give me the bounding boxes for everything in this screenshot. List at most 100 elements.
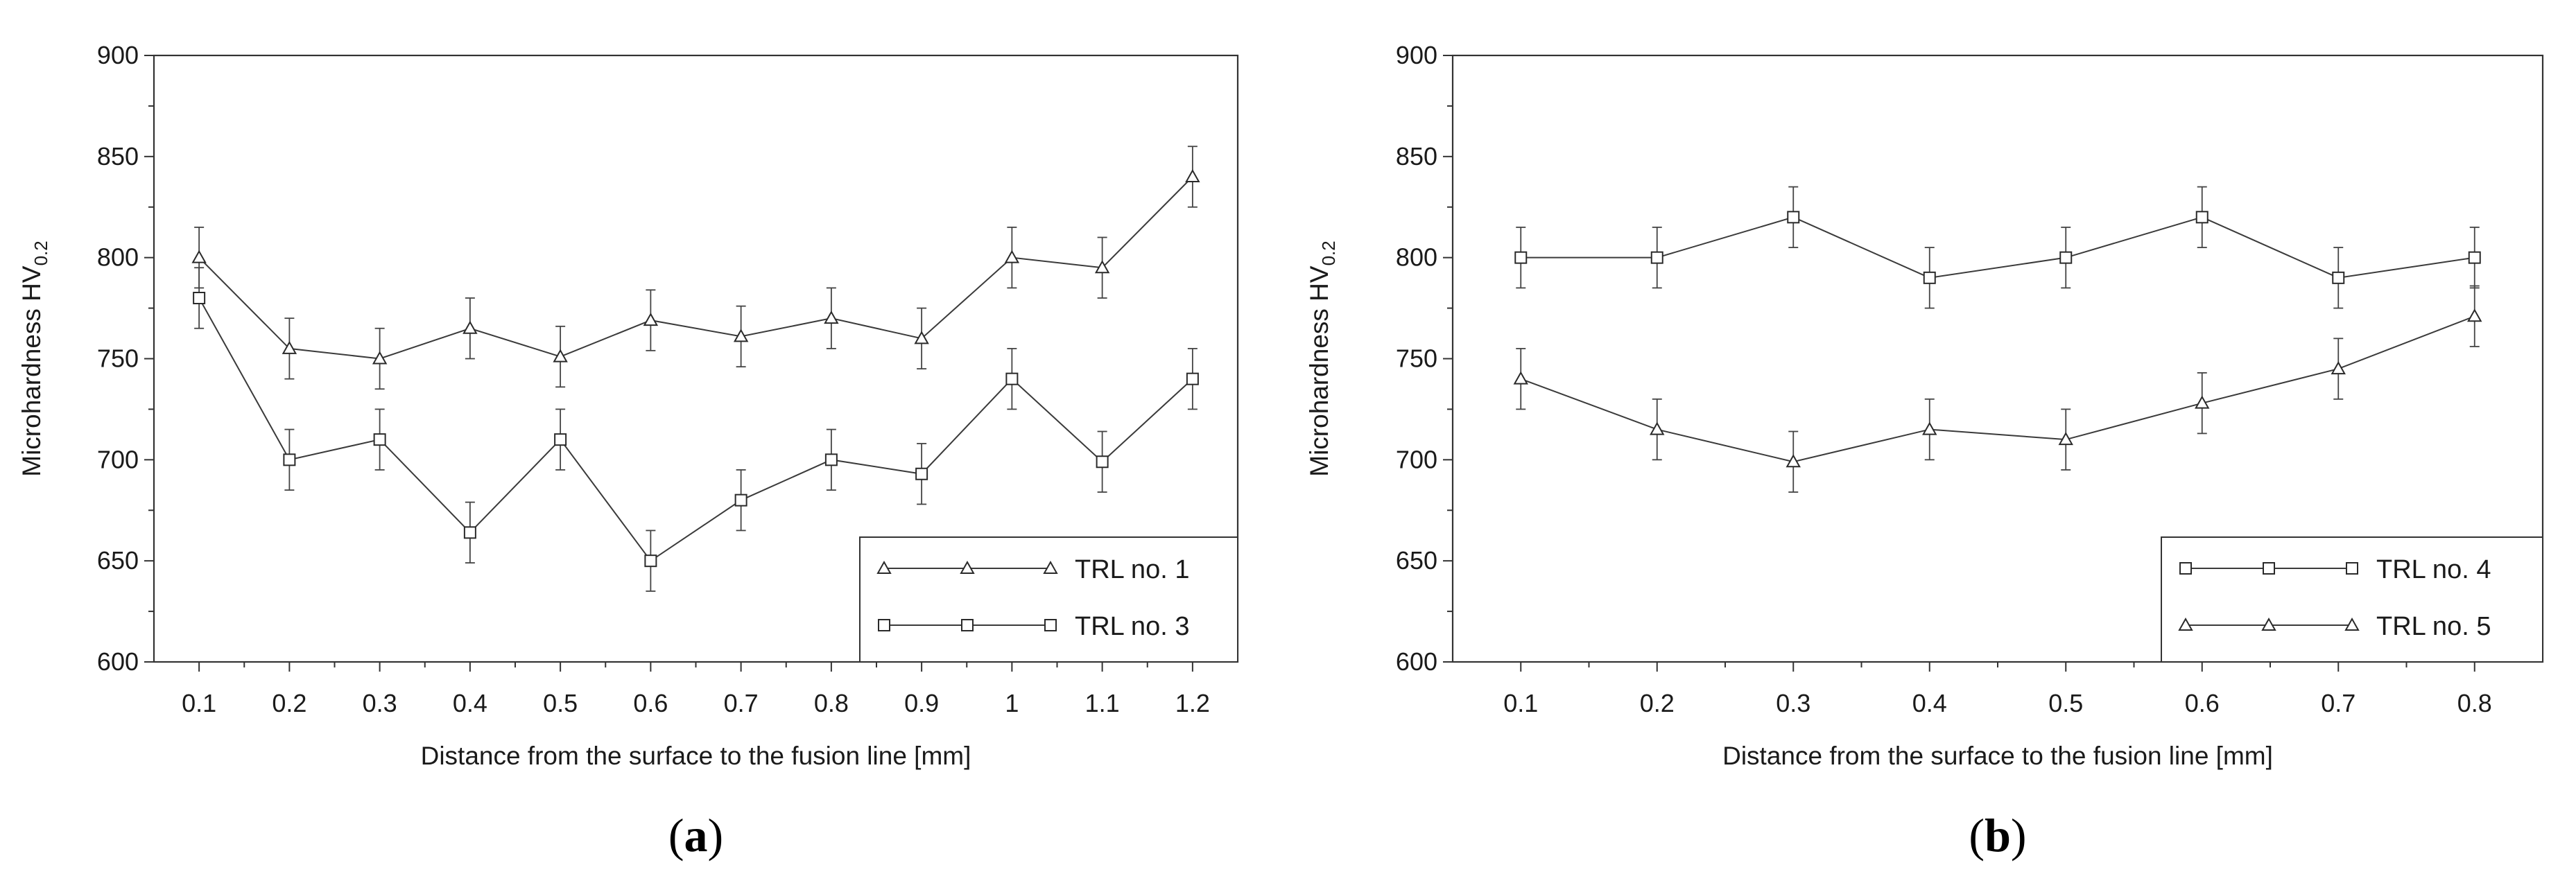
data-point (1004, 250, 1020, 263)
y-tick-label: 800 (1396, 243, 1437, 272)
data-point (1922, 421, 1937, 435)
data-point (824, 311, 839, 324)
panel-label-letter: b (1985, 809, 2011, 862)
x-tick-label: 1.2 (1175, 689, 1210, 717)
legend-marker (2261, 617, 2276, 631)
data-point (914, 331, 929, 344)
legend-label: TRL no. 4 (2376, 555, 2491, 584)
y-tick-label: 750 (1396, 344, 1437, 373)
y-axis-title-subscript: 0.2 (1318, 241, 1339, 265)
data-point (1005, 372, 1019, 385)
x-tick-label: 1.1 (1085, 689, 1120, 717)
x-axis-title: Distance from the surface to the fusion … (1722, 742, 2273, 770)
chart-a-svg: 600 650 700 750 800 850 900 0.1 0.2 0.3 0.4 0.5 0.6 0… (17, 41, 1239, 862)
data-point (1650, 251, 1663, 264)
y-axis-title: Microhardness HV0.2 (17, 241, 51, 477)
panel-label: (b) (1969, 809, 2026, 862)
x-tick-label: 0.7 (2321, 689, 2355, 717)
legend-marker (876, 560, 892, 574)
data-point (283, 453, 296, 466)
data-point (2058, 432, 2073, 446)
x-tick-label: 0.2 (272, 689, 306, 717)
y-tick-label: 850 (97, 142, 139, 171)
x-tick-label: 0.1 (182, 689, 216, 717)
data-point (1094, 260, 1110, 274)
series-2 (1513, 285, 2482, 493)
y-tick-label: 650 (1396, 546, 1437, 575)
y-tick-label: 600 (97, 647, 139, 676)
y-tick-label: 700 (1396, 445, 1437, 473)
data-point (373, 433, 386, 446)
data-point (2195, 395, 2210, 409)
y-tick-label: 800 (97, 243, 139, 272)
data-point (1787, 211, 1800, 224)
data-point (554, 433, 567, 446)
legend-marker (961, 619, 974, 631)
panel-label-open-paren: ( (668, 809, 684, 862)
y-tick-label: 750 (97, 344, 139, 373)
legend-marker (878, 619, 890, 631)
data-point (1096, 455, 1109, 469)
legend-marker (2346, 562, 2358, 575)
panel-label: (a) (668, 809, 723, 862)
legend-marker (2263, 562, 2275, 575)
data-point (191, 250, 207, 263)
legend-marker (960, 560, 975, 574)
data-point (644, 554, 657, 568)
x-tick-label: 0.8 (2457, 689, 2492, 717)
data-point (1514, 251, 1528, 264)
x-tick-label: 0.5 (2048, 689, 2083, 717)
y-tick-label: 900 (1396, 41, 1437, 69)
legend-marker (1044, 619, 1057, 631)
data-point (1186, 372, 1199, 385)
panel-label-close-paren: ) (708, 809, 724, 862)
data-point (282, 340, 297, 354)
data-point (193, 292, 206, 304)
data-point (915, 467, 928, 480)
x-tick-label: 0.7 (724, 689, 759, 717)
series-1 (191, 146, 1200, 390)
x-tick-label: 0.8 (814, 689, 849, 717)
legend-label: TRL no. 1 (1075, 555, 1189, 584)
chart-panel-a: 600 650 700 750 800 850 900 0.1 0.2 0.3 0.4 0.5 0.6 0… (17, 41, 1239, 862)
y-tick-label: 600 (1396, 647, 1437, 676)
data-point (2467, 308, 2482, 322)
x-tick-label: 0.5 (543, 689, 578, 717)
y-tick-label: 700 (97, 445, 139, 473)
data-point (2468, 251, 2481, 264)
data-point (1650, 421, 1665, 435)
x-tick-label: 0.1 (1503, 689, 1538, 717)
panel-label-letter: a (684, 809, 708, 862)
chart-b-svg: 600 650 700 750 800 850 900 0.1 0.2 0.3 0.4 0.5 0.6 0… (1305, 41, 2544, 862)
x-tick-label: 0.6 (2185, 689, 2220, 717)
legend: TRL no. 1 TRL no. 3 (859, 536, 1238, 663)
x-tick-label: 0.9 (904, 689, 939, 717)
data-point (733, 329, 749, 342)
data-point (1923, 271, 1936, 284)
data-point (553, 349, 568, 362)
data-point (643, 313, 659, 326)
legend-label: TRL no. 3 (1075, 612, 1189, 641)
panel-label-open-paren: ( (1969, 809, 1985, 862)
legend-marker (2179, 562, 2192, 575)
legend: TRL no. 4 TRL no. 5 (2161, 536, 2543, 663)
y-tick-label: 900 (97, 41, 139, 69)
y-axis-title-main: Microhardness HV (17, 265, 46, 477)
y-tick-label: 650 (97, 546, 139, 575)
series-line (198, 176, 1193, 360)
legend-box (859, 536, 1238, 663)
data-point (1513, 371, 1528, 385)
series-2 (193, 267, 1199, 592)
x-tick-label: 0.4 (453, 689, 487, 717)
data-point (2331, 361, 2346, 375)
y-axis-title-main: Microhardness HV (1305, 265, 1333, 477)
series-line (1520, 315, 2475, 463)
x-tick-label: 0.2 (1640, 689, 1675, 717)
y-axis-title: Microhardness HV0.2 (1305, 241, 1339, 477)
data-point (2195, 211, 2208, 224)
x-tick-label: 1 (1005, 689, 1019, 717)
data-point (1185, 168, 1200, 182)
data-point (2332, 271, 2345, 284)
chart-panel-b: 600 650 700 750 800 850 900 0.1 0.2 0.3 0.4 0.5 0.6 0… (1288, 0, 2576, 874)
data-point (463, 526, 476, 539)
